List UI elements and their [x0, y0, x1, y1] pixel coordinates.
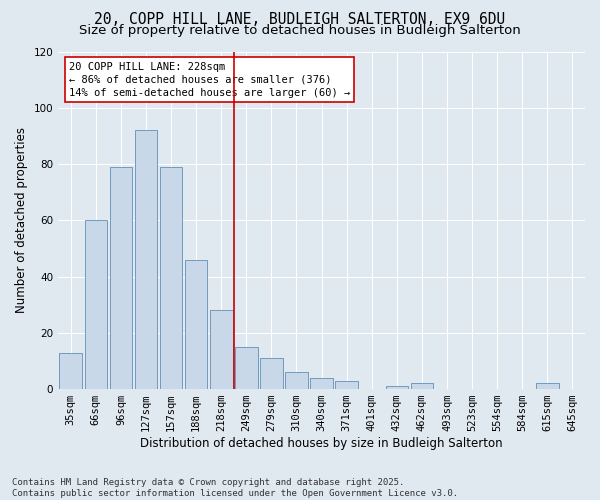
Text: Size of property relative to detached houses in Budleigh Salterton: Size of property relative to detached ho…	[79, 24, 521, 37]
Bar	[85, 220, 107, 389]
Bar	[185, 260, 208, 389]
Bar	[285, 372, 308, 389]
Bar	[134, 130, 157, 389]
Bar	[536, 384, 559, 389]
Text: 20 COPP HILL LANE: 228sqm
← 86% of detached houses are smaller (376)
14% of semi: 20 COPP HILL LANE: 228sqm ← 86% of detac…	[69, 62, 350, 98]
Text: 20, COPP HILL LANE, BUDLEIGH SALTERTON, EX9 6DU: 20, COPP HILL LANE, BUDLEIGH SALTERTON, …	[94, 12, 506, 28]
Bar	[410, 384, 433, 389]
Bar	[386, 386, 408, 389]
Bar	[335, 380, 358, 389]
Bar	[160, 167, 182, 389]
Bar	[210, 310, 233, 389]
Bar	[235, 347, 257, 389]
Bar	[59, 352, 82, 389]
Bar	[310, 378, 333, 389]
Bar	[260, 358, 283, 389]
Y-axis label: Number of detached properties: Number of detached properties	[15, 128, 28, 314]
X-axis label: Distribution of detached houses by size in Budleigh Salterton: Distribution of detached houses by size …	[140, 437, 503, 450]
Bar	[110, 167, 132, 389]
Text: Contains HM Land Registry data © Crown copyright and database right 2025.
Contai: Contains HM Land Registry data © Crown c…	[12, 478, 458, 498]
